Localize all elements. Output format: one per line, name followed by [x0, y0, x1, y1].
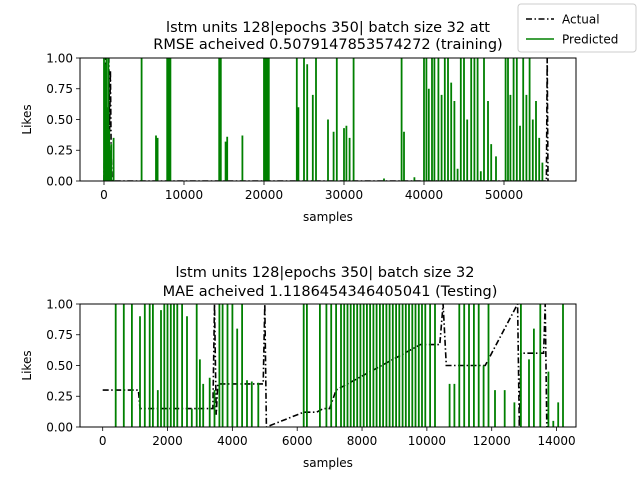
training-plot-area	[103, 58, 549, 181]
testing-x-tick-label: 12000	[473, 434, 511, 448]
testing-title: lstm units 128|epochs 350| batch size 32	[175, 265, 474, 281]
testing-y-tick-label: 1.00	[46, 297, 73, 311]
testing-x-axis-label: samples	[303, 456, 353, 470]
testing-y-tick-label: 0.25	[46, 390, 73, 404]
legend-predicted-label: Predicted	[562, 33, 618, 47]
legend-box	[517, 3, 637, 53]
testing-x-tick-label: 2000	[152, 434, 183, 448]
training-y-tick-label: 0.50	[46, 113, 73, 127]
training-y-tick-label: 0.25	[46, 144, 73, 158]
testing-y-tick-label: 0.50	[46, 359, 73, 373]
training-title: lstm units 128|epochs 350| batch size 32…	[166, 20, 490, 36]
training-y-tick-label: 0.75	[46, 82, 73, 96]
legend-actual-label: Actual	[562, 13, 600, 27]
testing-x-tick-label: 14000	[537, 434, 575, 448]
testing-x-tick-label: 8000	[347, 434, 378, 448]
training-y-tick-label: 1.00	[46, 51, 73, 65]
testing-series-predicted-line	[114, 304, 564, 427]
training-x-tick-label: 0	[100, 188, 108, 202]
testing-y-axis-label: Likes	[20, 350, 34, 380]
training-x-tick-label: 10000	[165, 188, 203, 202]
training-x-tick-label: 50000	[485, 188, 523, 202]
training-y-tick-label: 0.00	[46, 174, 73, 188]
training-y-ticks: 0.00 0.25 0.50 0.75 1.00	[46, 51, 80, 188]
training-x-tick-label: 40000	[405, 188, 443, 202]
testing-axes: 0 2000 4000 6000 8000 10000 12000 14000 0.00 0.2…	[20, 265, 577, 470]
training-series-predicted-line	[103, 58, 544, 181]
training-y-axis-label: Likes	[20, 104, 34, 134]
testing-x-tick-label: 6000	[282, 434, 313, 448]
testing-x-tick-label: 4000	[217, 434, 248, 448]
training-x-tick-label: 20000	[245, 188, 283, 202]
legend: Actual Predicted	[517, 3, 637, 53]
training-x-tick-label: 30000	[325, 188, 363, 202]
testing-y-tick-label: 0.00	[46, 420, 73, 434]
testing-y-tick-label: 0.75	[46, 328, 73, 342]
testing-subtitle: MAE acheived 1.1186454346405041 (Testing…	[163, 284, 498, 300]
training-subtitle: RMSE acheived 0.5079147853574272 (traini…	[153, 37, 502, 53]
training-x-axis-label: samples	[303, 210, 353, 224]
testing-y-ticks: 0.00 0.25 0.50 0.75 1.00	[46, 297, 80, 434]
training-x-ticks: 0 10000 20000 30000 40000 50000	[100, 181, 523, 202]
testing-x-tick-label: 0	[99, 434, 107, 448]
training-axes: 0 10000 20000 30000 40000 50000 0.000.250.500…	[20, 20, 577, 224]
testing-x-tick-label: 10000	[408, 434, 446, 448]
testing-plot-area	[102, 304, 564, 427]
testing-x-ticks: 0 2000 4000 6000 8000 10000 12000 14000	[99, 427, 576, 448]
testing-series-actual-line	[102, 304, 548, 427]
